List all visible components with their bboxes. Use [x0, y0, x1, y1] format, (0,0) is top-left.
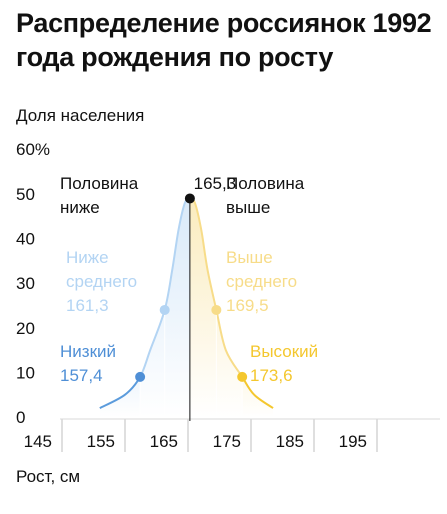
marker-point: [135, 371, 146, 382]
marker-label: Выше: [226, 248, 273, 267]
marker-label: 173,6: [250, 366, 293, 385]
fill-high: [242, 376, 274, 417]
y-axis-top-label: 60%: [16, 140, 50, 159]
half-below-label: ниже: [60, 198, 100, 217]
fill-low: [99, 376, 141, 417]
y-tick-labels: 0 10 20 30 40 50: [16, 185, 35, 427]
median-point: [184, 193, 195, 204]
marker-label: среднего: [66, 272, 137, 291]
marker-label: 161,3: [66, 296, 109, 315]
marker-label: Низкий: [60, 342, 116, 361]
y-tick-50: 50: [16, 185, 35, 204]
percentile-markers: Низкий 157,4 Ниже среднего 161,3 Выше среднего…: [60, 248, 318, 417]
x-tick-165: 165: [150, 432, 178, 451]
marker-label: среднего: [226, 272, 297, 291]
x-tick-185: 185: [276, 432, 304, 451]
fill-above-average: [189, 198, 243, 417]
x-tick-labels: 145 155 165 175 185 195: [24, 432, 367, 451]
y-axis-label: Доля населения: [16, 106, 144, 125]
half-above-label: выше: [226, 198, 270, 217]
half-above-label: Половина: [226, 174, 305, 193]
curve-high: [242, 375, 274, 409]
distribution-fills: [99, 198, 274, 417]
median-value-label: 165,3: [194, 174, 237, 193]
marker-point: [159, 304, 170, 315]
y-tick-30: 30: [16, 274, 35, 293]
marker-label: 157,4: [60, 366, 103, 385]
x-tick-175: 175: [213, 432, 241, 451]
x-tick-155: 155: [87, 432, 115, 451]
marker-label: Ниже: [66, 248, 109, 267]
marker-point: [237, 371, 248, 382]
x-gridlines: [60, 418, 440, 452]
y-tick-10: 10: [16, 363, 35, 382]
fill-below-average: [140, 198, 190, 417]
half-below-label: Половина: [60, 174, 139, 193]
x-tick-145: 145: [24, 432, 52, 451]
x-axis-label: Рост, см: [16, 467, 80, 486]
marker-point: [211, 304, 222, 315]
chart-title: Распределение россиянок 1992 года рожден…: [16, 8, 432, 72]
marker-label: Высокий: [250, 342, 318, 361]
y-tick-0: 0: [16, 408, 25, 427]
marker-label: 169,5: [226, 296, 269, 315]
y-tick-40: 40: [16, 230, 35, 249]
y-tick-20: 20: [16, 319, 35, 338]
curve-low: [99, 374, 141, 409]
x-tick-195: 195: [339, 432, 367, 451]
